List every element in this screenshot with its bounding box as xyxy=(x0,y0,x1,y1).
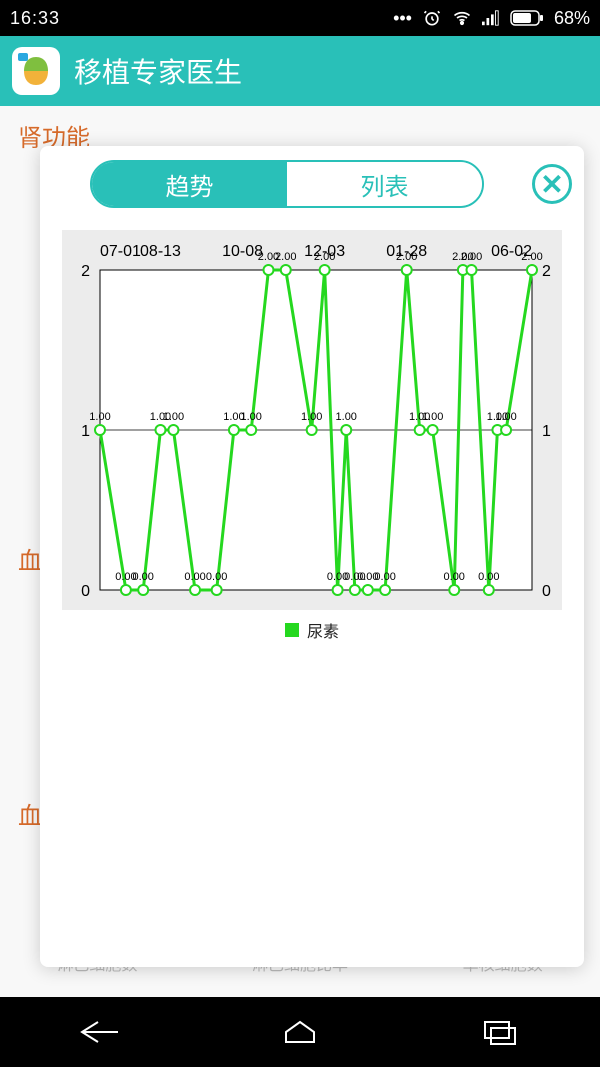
svg-text:1.00: 1.00 xyxy=(301,411,322,423)
bg-section-low: 血 xyxy=(18,796,42,831)
svg-text:0.00: 0.00 xyxy=(374,571,395,583)
close-button[interactable]: ✕ xyxy=(532,164,572,204)
tab-group: 趋势 列表 xyxy=(90,160,484,208)
svg-text:0.00: 0.00 xyxy=(132,571,153,583)
chart-legend: 尿素 xyxy=(52,618,572,642)
svg-text:2.00: 2.00 xyxy=(396,251,417,263)
svg-text:1.00: 1.00 xyxy=(422,411,443,423)
svg-text:2: 2 xyxy=(542,263,551,280)
app-bar: 移植专家医生 xyxy=(0,36,600,106)
more-icon: ••• xyxy=(393,8,412,29)
svg-text:2.00: 2.00 xyxy=(461,251,482,263)
nav-recent-button[interactable] xyxy=(460,1012,540,1052)
tab-list[interactable]: 列表 xyxy=(287,162,482,206)
android-navbar xyxy=(0,997,600,1067)
svg-text:08-13: 08-13 xyxy=(140,243,181,260)
tab-trend[interactable]: 趋势 xyxy=(92,162,287,206)
nav-home-button[interactable] xyxy=(260,1012,340,1052)
nav-back-button[interactable] xyxy=(60,1012,140,1052)
alarm-icon xyxy=(422,8,442,28)
legend-swatch xyxy=(285,623,299,637)
battery-percent: 68% xyxy=(554,8,590,29)
wifi-icon xyxy=(452,8,472,28)
chart-container: 00112207-0108-1310-0812-0301-2806-021.00… xyxy=(52,230,572,642)
bg-section-mid: 血 xyxy=(18,541,42,576)
status-time: 16:33 xyxy=(10,8,60,29)
svg-text:1.00: 1.00 xyxy=(163,411,184,423)
app-title: 移植专家医生 xyxy=(74,51,242,91)
svg-text:0.00: 0.00 xyxy=(184,571,205,583)
app-logo xyxy=(12,47,60,95)
svg-text:1.00: 1.00 xyxy=(495,411,516,423)
svg-text:1.00: 1.00 xyxy=(240,411,261,423)
chart-modal: 趋势 列表 ✕ 00112207-0108-1310-0812-0301-280… xyxy=(40,146,584,967)
svg-text:1.00: 1.00 xyxy=(89,411,110,423)
close-icon: ✕ xyxy=(540,168,563,201)
svg-text:0: 0 xyxy=(542,583,551,600)
svg-text:0: 0 xyxy=(81,583,90,600)
svg-text:0.00: 0.00 xyxy=(206,571,227,583)
battery-icon xyxy=(510,10,544,26)
status-right: ••• 68% xyxy=(393,8,590,29)
page-background: 肾功能 血 血 淋巴细胞数 淋巴细胞比率 单核细胞数 趋势 列表 ✕ 00112… xyxy=(0,106,600,997)
svg-text:2.00: 2.00 xyxy=(521,251,542,263)
line-chart: 00112207-0108-1310-0812-0301-2806-021.00… xyxy=(62,230,562,610)
svg-text:2.00: 2.00 xyxy=(314,251,335,263)
svg-text:07-01: 07-01 xyxy=(100,243,141,260)
svg-text:0.00: 0.00 xyxy=(444,571,465,583)
svg-text:2.00: 2.00 xyxy=(275,251,296,263)
svg-text:1: 1 xyxy=(81,423,90,440)
svg-text:1.00: 1.00 xyxy=(336,411,357,423)
svg-text:2: 2 xyxy=(81,263,90,280)
modal-header: 趋势 列表 ✕ xyxy=(52,160,572,208)
svg-text:0.00: 0.00 xyxy=(478,571,499,583)
status-bar: 16:33 ••• 68% xyxy=(0,0,600,36)
legend-label: 尿素 xyxy=(307,618,339,642)
svg-text:1: 1 xyxy=(542,423,551,440)
signal-icon xyxy=(482,9,500,27)
